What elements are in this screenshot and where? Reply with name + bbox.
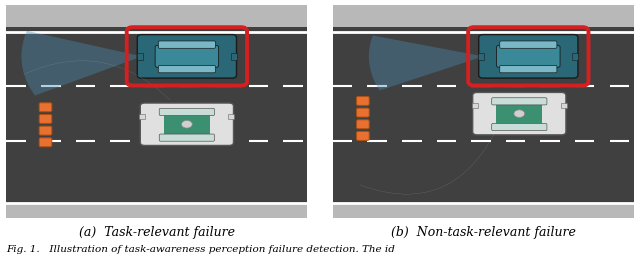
FancyBboxPatch shape (356, 108, 369, 117)
FancyBboxPatch shape (356, 120, 369, 129)
FancyBboxPatch shape (497, 45, 560, 67)
Text: (b)  Non-task-relevant failure: (b) Non-task-relevant failure (391, 226, 575, 239)
Bar (478, 53, 484, 60)
FancyBboxPatch shape (159, 108, 214, 116)
FancyBboxPatch shape (492, 98, 547, 105)
FancyBboxPatch shape (479, 35, 578, 78)
FancyBboxPatch shape (158, 66, 216, 73)
Bar (140, 113, 145, 119)
Bar (6, 5, 307, 27)
FancyBboxPatch shape (140, 103, 234, 146)
FancyBboxPatch shape (158, 41, 216, 48)
Bar (137, 53, 143, 60)
FancyBboxPatch shape (39, 103, 52, 112)
Text: (a)  Task-relevant failure: (a) Task-relevant failure (79, 226, 235, 239)
FancyBboxPatch shape (500, 66, 557, 73)
Bar (231, 53, 237, 60)
Text: Fig. 1.   Illustration of task-awareness perception failure detection. The id: Fig. 1. Illustration of task-awareness p… (6, 245, 396, 254)
Bar (333, 203, 634, 218)
Circle shape (182, 120, 192, 128)
FancyBboxPatch shape (356, 97, 369, 105)
FancyBboxPatch shape (473, 92, 566, 135)
Polygon shape (369, 35, 483, 90)
FancyBboxPatch shape (137, 35, 237, 78)
Bar (333, 5, 634, 27)
FancyBboxPatch shape (39, 126, 52, 135)
FancyArrowPatch shape (24, 61, 170, 100)
Bar (572, 53, 579, 60)
Bar (6, 203, 307, 218)
Bar (561, 103, 567, 108)
FancyBboxPatch shape (492, 123, 547, 131)
FancyBboxPatch shape (155, 45, 219, 67)
Polygon shape (22, 31, 142, 95)
FancyBboxPatch shape (500, 41, 557, 48)
Bar (228, 113, 234, 119)
Bar (472, 103, 478, 108)
FancyBboxPatch shape (159, 134, 214, 141)
Bar (164, 110, 210, 138)
Bar (496, 100, 543, 127)
FancyArrowPatch shape (360, 134, 494, 194)
FancyBboxPatch shape (39, 138, 52, 147)
FancyBboxPatch shape (39, 115, 52, 123)
Circle shape (514, 110, 525, 118)
FancyBboxPatch shape (356, 131, 369, 140)
